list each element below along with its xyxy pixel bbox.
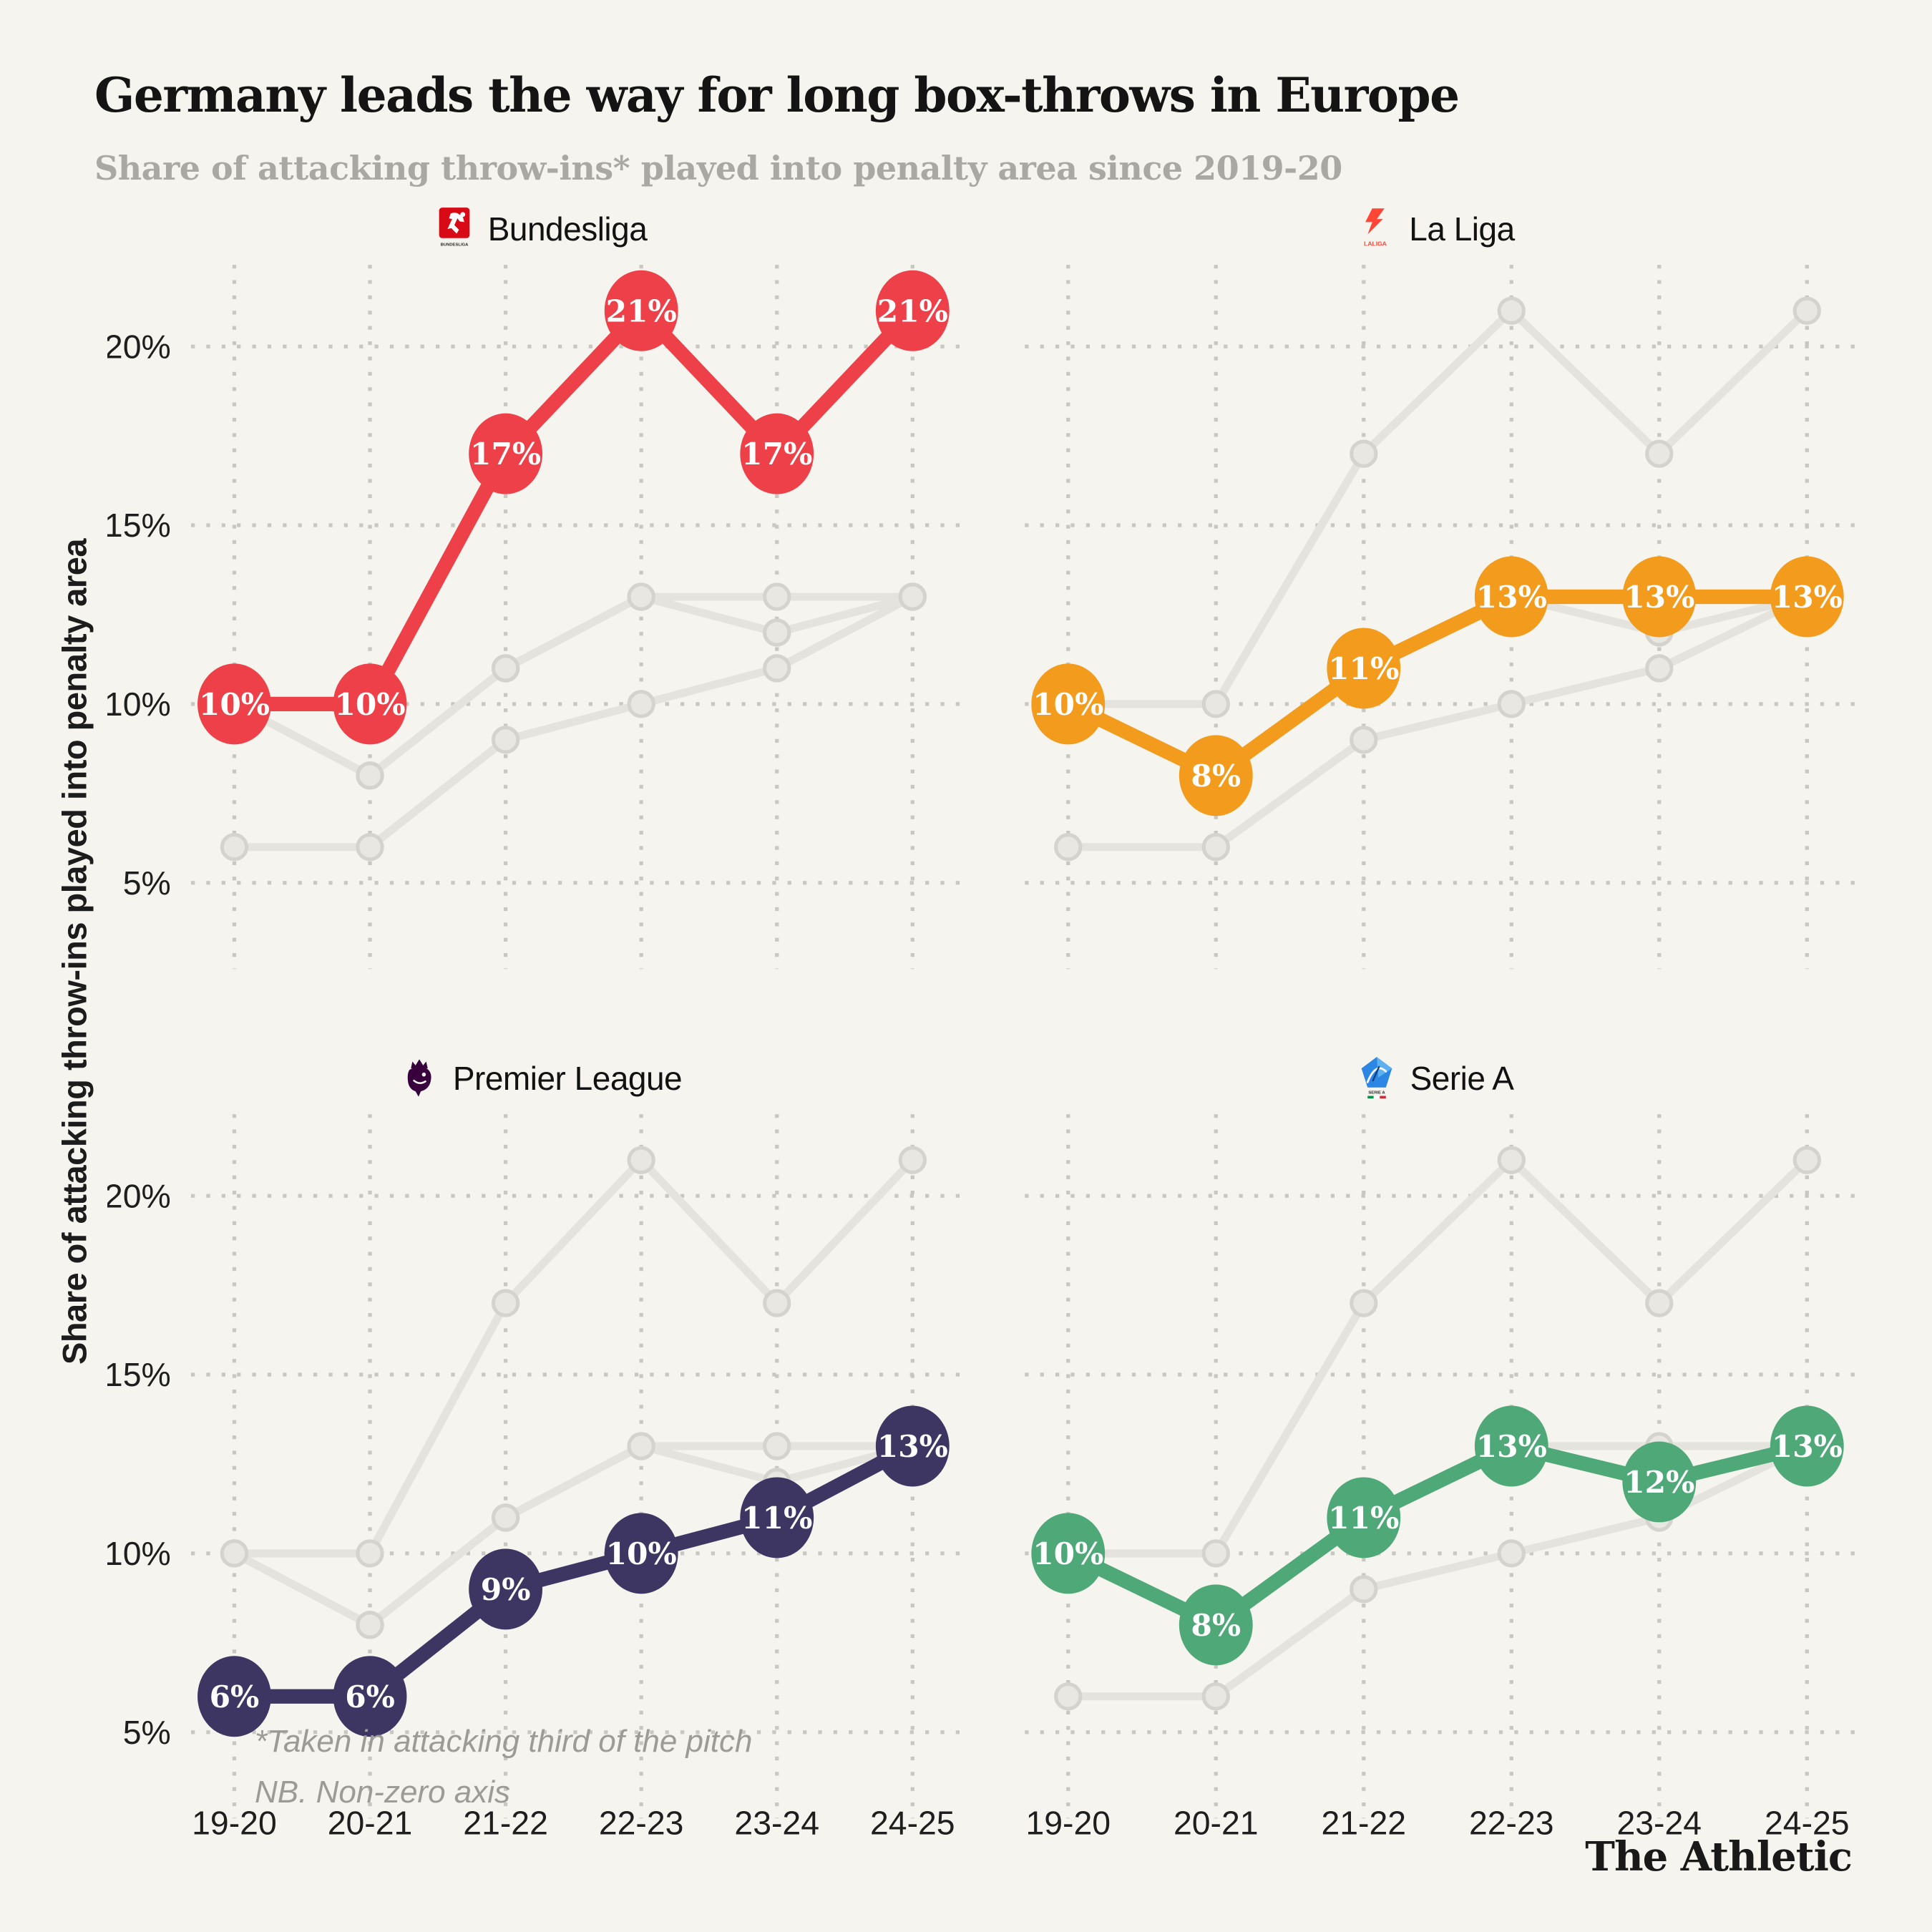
svg-text:11%: 11% [1328,1500,1399,1536]
svg-text:21%: 21% [606,293,677,328]
panel-title-premier-league: Premier League [452,1059,683,1097]
panel-title-bundesliga: Bundesliga [487,210,648,248]
svg-text:13%: 13% [1772,579,1843,615]
panel-premier-league: Premier League 20% 15% 10% 5% 19-20 20-21 21-2… [107,1048,973,1852]
svg-text:19-20: 19-20 [1025,1804,1111,1841]
premier-league-logo-icon [407,1058,431,1097]
svg-text:10%: 10% [107,686,171,723]
svg-text:24-25: 24-25 [870,1804,955,1841]
svg-text:10%: 10% [1033,686,1103,722]
svg-text:13%: 13% [1624,579,1694,615]
svg-text:9%: 9% [481,1571,531,1607]
serie-a-logo-icon: SERIE A [1361,1056,1392,1098]
svg-text:22-23: 22-23 [1469,1804,1554,1841]
svg-text:21-22: 21-22 [463,1804,548,1841]
svg-text:20-21: 20-21 [1174,1804,1259,1841]
svg-text:15%: 15% [107,1356,171,1393]
footnote-line-2: NB. Non-zero axis [255,1775,511,1810]
svg-text:13%: 13% [1476,1428,1547,1464]
panel-header-laliga: LALIGA La Liga [1002,199,1868,259]
panel-bundesliga: BUNDESLIGA Bundesliga 20% 15% 10% 5% 10% 10% 1… [107,199,973,1002]
svg-text:LALIGA: LALIGA [1364,240,1387,247]
svg-text:10%: 10% [334,686,405,722]
panel-header-bundesliga: BUNDESLIGA Bundesliga [107,199,973,259]
svg-text:19-20: 19-20 [192,1804,277,1841]
panel-header-premier-league: Premier League [107,1048,973,1108]
bundesliga-chart: 20% 15% 10% 5% 10% 10% 17% 21% 17% 21% [107,265,965,970]
panel-serie-a: SERIE A Serie A 19-20 20-21 21-22 22-23 23-2… [1002,1048,1868,1852]
svg-text:20%: 20% [107,1177,171,1214]
svg-text:10%: 10% [107,1535,171,1572]
svg-text:5%: 5% [123,864,171,902]
y-axis-title: Share of attacking throw-ins played into… [55,539,94,1365]
premier-league-chart: 20% 15% 10% 5% 19-20 20-21 21-22 22-23 23-24 24-2… [107,1113,965,1841]
svg-text:13%: 13% [1476,579,1547,615]
svg-text:10%: 10% [199,686,270,722]
charts-grid: BUNDESLIGA Bundesliga 20% 15% 10% 5% 10% 10% 1… [107,199,1868,1841]
laliga-chart: 10% 8% 11% 13% 13% 13% [1025,265,1859,970]
page-subtitle: Share of attacking throw-ins* played int… [94,149,1342,188]
panel-title-serie-a: Serie A [1410,1059,1514,1097]
svg-text:23-24: 23-24 [734,1804,819,1841]
svg-text:6%: 6% [210,1678,260,1714]
svg-text:17%: 17% [470,436,541,472]
page-title: Germany leads the way for long box-throw… [94,67,1460,124]
panel-title-laliga: La Liga [1409,210,1515,248]
svg-text:BUNDESLIGA: BUNDESLIGA [440,243,469,247]
panel-header-serie-a: SERIE A Serie A [1002,1048,1868,1108]
footnote-line-1: *Taken in attacking third of the pitch [255,1724,753,1759]
bundesliga-logo-icon: BUNDESLIGA [439,208,470,247]
svg-text:20%: 20% [107,328,171,365]
svg-text:21-22: 21-22 [1321,1804,1406,1841]
panel-laliga: LALIGA La Liga 10% 8% 11% 13% 13% 13% [1002,199,1868,1002]
svg-text:11%: 11% [1328,650,1399,686]
serie-a-chart: 19-20 20-21 21-22 22-23 23-24 24-25 10% 8% 11% 13… [1025,1113,1859,1841]
svg-text:23-24: 23-24 [1616,1804,1702,1841]
svg-text:11%: 11% [741,1500,812,1536]
the-athletic-logo: The Athletic [1585,1833,1853,1880]
svg-text:13%: 13% [1772,1428,1843,1464]
footnote: *Taken in attacking third of the pitch N… [255,1716,752,1818]
svg-text:20-21: 20-21 [328,1804,413,1841]
svg-text:10%: 10% [606,1536,677,1571]
svg-text:17%: 17% [741,436,812,472]
laliga-logo-icon: LALIGA [1364,208,1387,247]
svg-text:10%: 10% [1033,1536,1103,1571]
svg-text:15%: 15% [107,507,171,544]
svg-text:22-23: 22-23 [599,1804,684,1841]
svg-text:8%: 8% [1191,1607,1241,1643]
svg-text:21%: 21% [877,293,948,328]
svg-text:5%: 5% [123,1713,171,1750]
svg-text:SERIE A: SERIE A [1368,1091,1385,1095]
svg-text:13%: 13% [877,1428,948,1464]
svg-text:8%: 8% [1191,758,1241,794]
svg-text:12%: 12% [1624,1464,1694,1500]
svg-text:6%: 6% [345,1678,395,1714]
svg-text:24-25: 24-25 [1765,1804,1850,1841]
